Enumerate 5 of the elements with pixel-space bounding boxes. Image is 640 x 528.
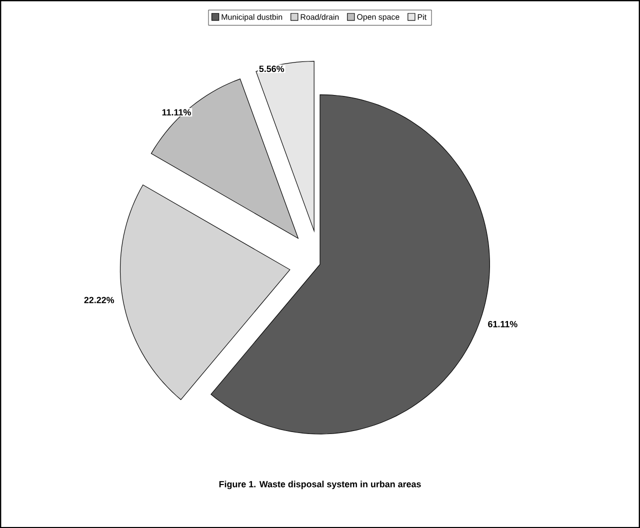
text: Figure 1. Waste disposal system in urban areas xyxy=(219,480,421,490)
data-label: 61.11% xyxy=(488,320,518,328)
data-label: 11.11% xyxy=(162,109,191,116)
data-label: 5.56% xyxy=(259,66,284,72)
data-label: 22.22% xyxy=(84,296,114,304)
